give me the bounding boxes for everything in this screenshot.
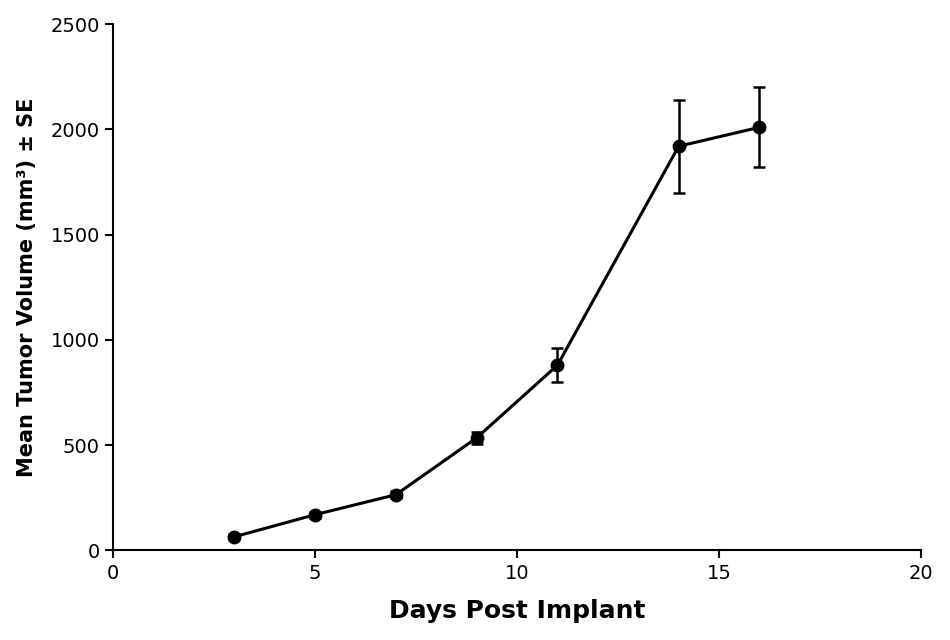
Y-axis label: Mean Tumor Volume (mm³) ± SE: Mean Tumor Volume (mm³) ± SE [17, 98, 37, 477]
X-axis label: Days Post Implant: Days Post Implant [389, 599, 645, 623]
